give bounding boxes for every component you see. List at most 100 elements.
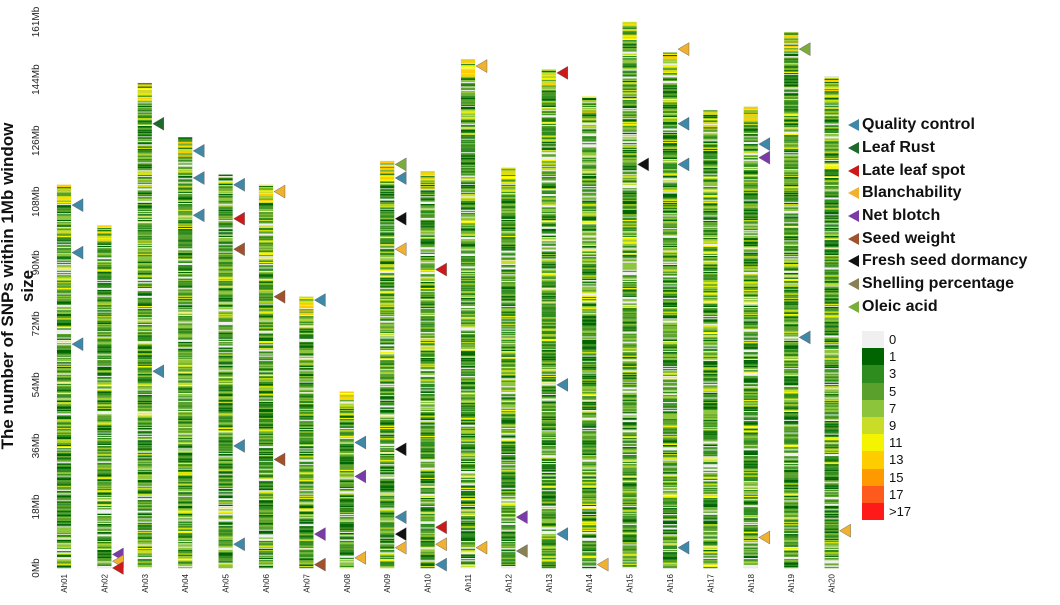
density-band	[541, 523, 556, 526]
density-band	[97, 363, 112, 365]
density-band	[178, 175, 193, 178]
density-band	[420, 340, 435, 343]
density-band	[663, 445, 677, 448]
density-band	[541, 260, 556, 262]
density-band	[178, 431, 193, 433]
density-band	[461, 563, 475, 565]
density-band	[541, 552, 556, 554]
density-band	[57, 216, 71, 218]
density-band	[582, 469, 597, 471]
density-band	[178, 428, 193, 431]
density-band	[380, 465, 395, 467]
density-band	[57, 237, 71, 240]
density-band	[541, 450, 556, 452]
density-band	[178, 360, 193, 362]
density-band	[137, 486, 152, 488]
density-band	[137, 336, 152, 338]
density-band	[663, 400, 677, 403]
density-band	[259, 449, 273, 451]
density-band	[137, 258, 152, 260]
density-band	[339, 449, 354, 451]
density-band	[622, 495, 637, 497]
density-band	[541, 292, 556, 294]
density-band	[461, 133, 475, 136]
density-band	[582, 237, 597, 240]
density-band	[97, 286, 112, 288]
density-band	[541, 190, 556, 192]
density-band	[461, 182, 475, 184]
density-band	[339, 497, 354, 500]
density-band	[420, 484, 435, 486]
density-band	[299, 562, 314, 564]
density-band	[582, 445, 597, 448]
density-band	[137, 310, 152, 312]
density-band	[420, 537, 435, 539]
density-band	[663, 417, 677, 419]
density-band	[582, 226, 597, 228]
density-band	[137, 270, 152, 273]
density-band	[97, 508, 112, 510]
density-band	[582, 300, 597, 302]
density-band	[380, 535, 395, 537]
density-band	[622, 300, 637, 302]
density-band	[178, 167, 193, 170]
density-band	[259, 409, 273, 412]
density-band	[57, 478, 71, 481]
density-band	[622, 282, 637, 284]
density-band	[420, 282, 435, 284]
density-band	[663, 124, 677, 127]
density-band	[622, 554, 637, 556]
density-band	[57, 211, 71, 214]
density-band	[461, 176, 475, 179]
density-band	[137, 473, 152, 475]
density-band	[218, 239, 233, 241]
density-band	[461, 513, 475, 516]
density-band	[461, 465, 475, 467]
density-band	[178, 466, 193, 468]
density-band	[461, 118, 475, 120]
density-band	[380, 249, 395, 251]
density-band	[97, 416, 112, 418]
density-band	[582, 457, 597, 459]
density-band	[461, 511, 475, 513]
density-band	[582, 378, 597, 380]
density-band	[582, 560, 597, 562]
density-band	[461, 245, 475, 248]
density-band	[541, 161, 556, 163]
density-band	[218, 545, 233, 547]
density-band	[97, 321, 112, 323]
density-band	[339, 511, 354, 513]
y-tick-label: 36Mb	[31, 433, 42, 458]
density-band	[663, 324, 677, 327]
density-band	[218, 539, 233, 542]
density-band	[57, 442, 71, 444]
density-band	[380, 484, 395, 486]
density-band	[259, 522, 273, 525]
density-band	[178, 170, 193, 172]
density-band	[218, 183, 233, 185]
density-band	[663, 200, 677, 202]
density-band	[57, 235, 71, 237]
density-band	[420, 520, 435, 522]
density-band	[57, 480, 71, 483]
density-band	[218, 424, 233, 426]
density-band	[622, 70, 637, 72]
density-band	[380, 381, 395, 383]
density-band	[622, 486, 637, 488]
density-band	[137, 98, 152, 101]
density-band	[582, 98, 597, 101]
density-band	[663, 289, 677, 292]
density-band	[97, 540, 112, 543]
density-band	[461, 243, 475, 245]
density-band	[663, 339, 677, 341]
density-band	[97, 549, 112, 552]
density-band	[137, 260, 152, 262]
density-band	[259, 435, 273, 438]
density-band	[57, 306, 71, 309]
density-band	[57, 445, 71, 448]
density-band	[339, 496, 354, 499]
density-band	[582, 324, 597, 327]
density-band	[339, 545, 354, 547]
density-band	[218, 301, 233, 303]
chromosome-ah07	[299, 296, 314, 569]
